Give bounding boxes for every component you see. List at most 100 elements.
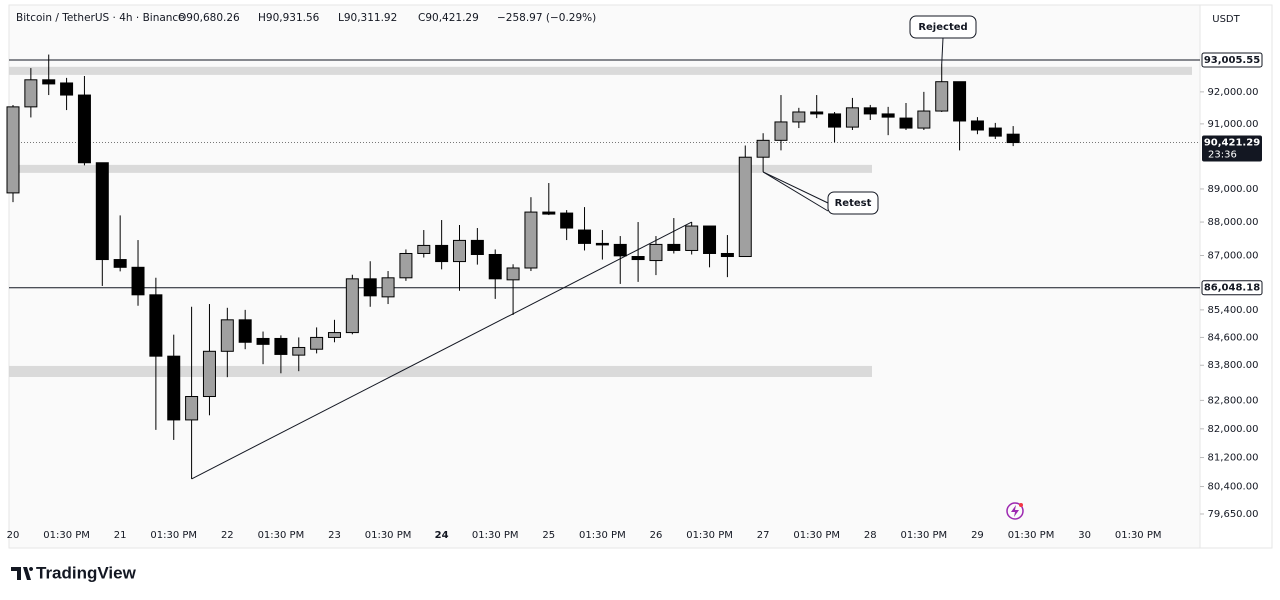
x-tick-label: 01:30 PM: [472, 530, 519, 541]
candle-body: [77, 94, 91, 164]
x-tick-label: 21: [114, 530, 127, 541]
candle-body: [774, 121, 788, 141]
y-tick-label: 91,000.00: [1208, 119, 1259, 130]
x-tick-label: 25: [542, 530, 555, 541]
candle-body: [667, 243, 681, 251]
candle-body: [60, 82, 74, 96]
callout-label: Retest: [835, 198, 872, 209]
candle-body: [828, 113, 842, 128]
price-level-tag: [1201, 52, 1263, 68]
candle-body: [185, 396, 199, 421]
price-axis: [1199, 4, 1273, 549]
x-tick-label: 01:30 PM: [150, 530, 197, 541]
candle-body: [167, 355, 181, 421]
candle-body: [1006, 133, 1020, 144]
price-level-label: 93,005.55: [1204, 55, 1260, 66]
x-tick-label: 01:30 PM: [793, 530, 840, 541]
x-tick-label: 28: [864, 530, 877, 541]
flash-icon: [1006, 502, 1024, 520]
candle-body: [363, 278, 377, 297]
candle-body: [453, 239, 466, 263]
candle-body: [917, 110, 931, 129]
price-level-tag: [1201, 280, 1263, 296]
y-tick-label: 89,000.00: [1208, 184, 1259, 195]
candle-body: [935, 81, 949, 112]
x-tick-label: 24: [435, 530, 449, 541]
trendline: [191, 221, 692, 480]
ohlc-legend-item: C90,421.29: [418, 12, 479, 24]
candle-body: [6, 106, 20, 194]
change-text: −258.97 (−0.29%): [497, 12, 596, 24]
candle-body: [345, 278, 359, 334]
candle-body: [488, 253, 502, 280]
support-resistance-zone: [9, 365, 872, 377]
candle-body: [703, 225, 717, 254]
x-tick-label: 22: [221, 530, 234, 541]
candle-body: [970, 120, 984, 131]
last-price-tag: [1202, 135, 1262, 162]
x-tick-label: 01:30 PM: [1008, 530, 1055, 541]
candle-body: [131, 266, 145, 296]
y-tick-label: 82,000.00: [1208, 424, 1259, 435]
candle-body: [256, 337, 270, 345]
candle-body: [202, 350, 216, 398]
x-tick-label: 20: [7, 530, 20, 541]
x-tick-label: 23: [328, 530, 341, 541]
ohlc-legend-item: H90,931.56: [258, 12, 320, 24]
x-tick-label: 01:30 PM: [901, 530, 948, 541]
y-tick-label: 81,200.00: [1208, 453, 1259, 464]
y-tick-label: 85,400.00: [1208, 305, 1259, 316]
y-tick-label: 80,400.00: [1208, 482, 1259, 493]
candle-body: [578, 229, 592, 244]
callout-pointer: [762, 171, 829, 204]
candle-body: [524, 211, 538, 269]
x-tick-label: 27: [757, 530, 770, 541]
candle-body: [113, 259, 127, 268]
x-tick-label: 01:30 PM: [1115, 530, 1162, 541]
candle-body: [542, 211, 556, 215]
x-tick-label: 26: [650, 530, 663, 541]
price-level-label: 86,048.18: [1204, 283, 1260, 294]
candle-body: [327, 332, 341, 338]
y-tick-label: 82,800.00: [1208, 395, 1259, 406]
candle-body: [988, 127, 1002, 137]
callout-box: [909, 15, 977, 39]
x-tick-label: 01:30 PM: [43, 530, 90, 541]
callout-label: Rejected: [918, 22, 967, 33]
ohlc-legend-item: L90,311.92: [338, 12, 397, 24]
candle-body: [792, 111, 806, 123]
plot-area: [8, 4, 1201, 549]
candle-body: [863, 107, 877, 115]
candle-body: [738, 156, 752, 258]
candle-body: [274, 337, 288, 355]
candle-body: [238, 319, 252, 343]
candle-body: [613, 243, 627, 257]
candle-body: [435, 244, 449, 263]
callout-pointer: [941, 37, 944, 65]
candle-body: [310, 336, 324, 350]
candle-body: [756, 139, 770, 158]
x-tick-label: 01:30 PM: [579, 530, 626, 541]
candle-body: [470, 239, 484, 255]
x-tick-label: 01:30 PM: [686, 530, 733, 541]
support-resistance-zone: [9, 66, 1192, 75]
x-tick-label: 01:30 PM: [258, 530, 305, 541]
candle-body: [631, 256, 645, 261]
ohlc-legend-item: O90,680.26: [178, 12, 240, 24]
candle-body: [292, 346, 306, 356]
x-tick-label: 01:30 PM: [365, 530, 412, 541]
symbol-title: Bitcoin / TetherUS · 4h · Binance: [16, 12, 185, 24]
countdown-label: 23:36: [1208, 150, 1237, 161]
candle-body: [149, 294, 163, 357]
brand-name: TradingView: [36, 563, 137, 582]
candle-body: [845, 107, 859, 128]
candle-body: [899, 117, 913, 129]
candle-body: [881, 113, 895, 118]
y-tick-label: 79,650.00: [1208, 509, 1259, 520]
callout-box: [827, 191, 879, 215]
candle-body: [399, 252, 413, 279]
brand-logo: [11, 567, 34, 580]
x-tick-label: 30: [1078, 530, 1091, 541]
y-tick-label: 88,000.00: [1208, 217, 1259, 228]
candle-body: [506, 267, 520, 281]
